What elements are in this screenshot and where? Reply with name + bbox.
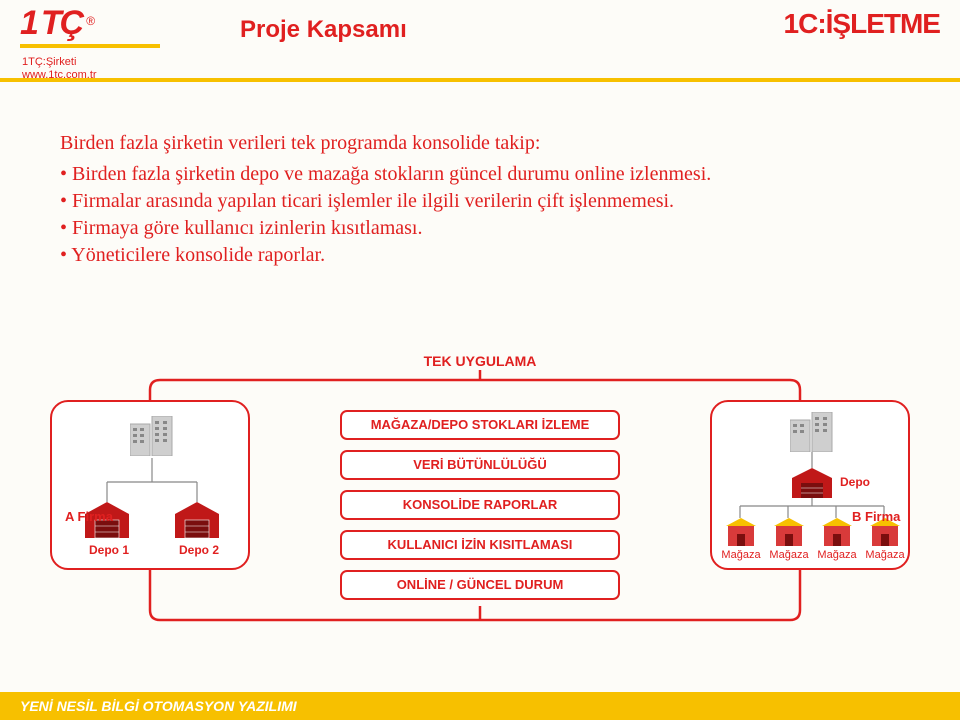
bullet-list: Birden fazla şirketin depo ve mazağa sto…	[60, 161, 900, 269]
page-title: Proje Kapsamı	[240, 18, 407, 42]
logo-1: 1	[20, 6, 39, 40]
intro-line: Birden fazla şirketin verileri tek progr…	[60, 130, 900, 157]
logo-underline	[20, 44, 160, 48]
store-label: Mağaza	[812, 550, 862, 561]
firm-a-label: A Firma	[65, 510, 113, 523]
pill-stock: MAĞAZA/DEPO STOKLARI İZLEME	[340, 410, 620, 440]
bullet-item: Firmalar arasında yapılan ticari işlemle…	[60, 188, 900, 215]
depo-label: Depo	[840, 476, 870, 488]
tek-uygulama-label: TEK UYGULAMA	[340, 354, 620, 368]
depo2-label: Depo 2	[177, 544, 221, 556]
store-label: Mağaza	[860, 550, 910, 561]
store-label: Mağaza	[764, 550, 814, 561]
pill-online: ONLİNE / GÜNCEL DURUM	[340, 570, 620, 600]
store-icon	[774, 518, 804, 551]
pill-permission: KULLANICI İZİN KISITLAMASI	[340, 530, 620, 560]
bullet-item: Firmaya göre kullanıcı izinlerin kısıtla…	[60, 215, 900, 242]
logo-left: 1 TÇ ®	[20, 6, 95, 40]
tree-lines-a	[52, 402, 252, 572]
footer: YENİ NESİL BİLGİ OTOMASYON YAZILIMI	[0, 692, 960, 720]
footer-text: YENİ NESİL BİLGİ OTOMASYON YAZILIMI	[20, 698, 297, 714]
warehouse-icon	[175, 502, 219, 543]
logo-right: 1C:İŞLETME	[784, 10, 940, 38]
pill-reports: KONSOLİDE RAPORLAR	[340, 490, 620, 520]
body-text: Birden fazla şirketin verileri tek progr…	[60, 130, 900, 269]
bullet-item: Yöneticilere konsolide raporlar.	[60, 242, 900, 269]
depo1-label: Depo 1	[87, 544, 131, 556]
logo-sub1: 1TÇ:Şirketi	[22, 56, 97, 69]
store-label: Mağaza	[716, 550, 766, 561]
logo-tc: TÇ	[41, 6, 82, 40]
bullet-item: Birden fazla şirketin depo ve mazağa sto…	[60, 161, 900, 188]
warehouse-icon	[792, 468, 832, 503]
company-box-b: Depo Mağaza Mağaza Mağaza Mağaza	[710, 400, 910, 570]
header-divider	[0, 78, 960, 82]
store-icon	[822, 518, 852, 551]
logo-reg: ®	[86, 15, 95, 27]
store-icon	[726, 518, 756, 551]
header: 1 TÇ ® 1TÇ:Şirketi www.1tc.com.tr Proje …	[0, 0, 960, 78]
firm-b-label: B Firma	[852, 510, 900, 523]
company-box-a: Depo 1 Depo 2	[50, 400, 250, 570]
diagram: Depo 1 Depo 2 A Firma	[40, 340, 920, 670]
pill-integrity: VERİ BÜTÜNLÜLÜĞÜ	[340, 450, 620, 480]
